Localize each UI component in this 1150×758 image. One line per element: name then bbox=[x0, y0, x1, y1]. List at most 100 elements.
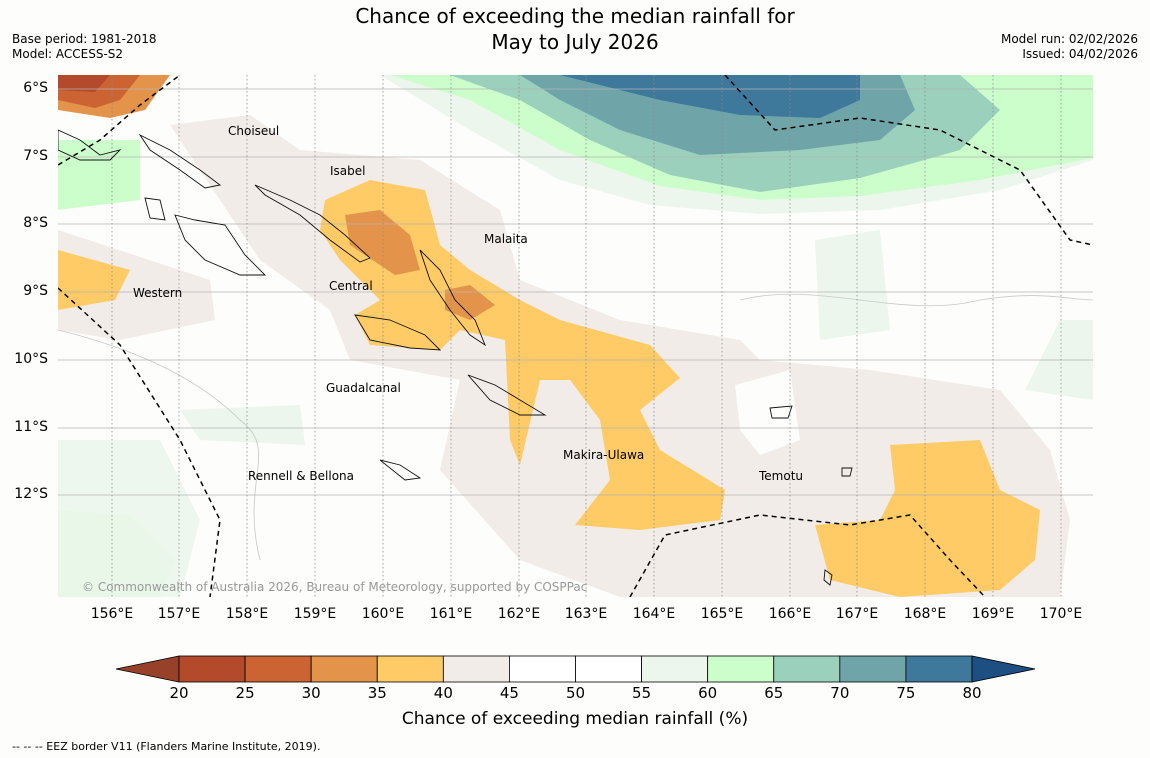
model-name: Model: ACCESS-S2 bbox=[12, 47, 124, 61]
lon-label-168e: 168°E bbox=[903, 606, 947, 622]
colorbar-cell-2 bbox=[310, 655, 378, 683]
colorbar-cell-10 bbox=[839, 655, 907, 683]
region-central: Central bbox=[329, 279, 373, 293]
lon-label-170e: 170°E bbox=[1039, 606, 1083, 622]
lon-label-156e: 156°E bbox=[90, 606, 134, 622]
copyright-notice: © Commonwealth of Australia 2026, Bureau… bbox=[82, 580, 588, 594]
shade-green-patch bbox=[180, 405, 305, 445]
colorbar-tick-60: 60 bbox=[698, 684, 718, 702]
region-guadalcanal: Guadalcanal bbox=[326, 381, 401, 395]
lat-label-6s: 6°S bbox=[23, 80, 48, 96]
rainfall-shading bbox=[58, 75, 1093, 597]
shade-75-80 bbox=[560, 75, 860, 118]
lon-label-157e: 157°E bbox=[157, 606, 201, 622]
title-line-2: May to July 2026 bbox=[491, 30, 659, 54]
colorbar-cell-3 bbox=[376, 655, 444, 683]
colorbar-cell-9 bbox=[773, 655, 841, 683]
colorbar-tick-35: 35 bbox=[367, 684, 387, 702]
colorbar-tick-65: 65 bbox=[764, 684, 784, 702]
colorbar-tick-80: 80 bbox=[962, 684, 982, 702]
region-western: Western bbox=[133, 286, 183, 300]
region-choiseul: Choiseul bbox=[228, 124, 280, 138]
colorbar-under-arrow bbox=[115, 655, 180, 683]
island-vella bbox=[144, 197, 166, 221]
colorbar-tick-50: 50 bbox=[565, 684, 586, 702]
lon-label-161e: 161°E bbox=[429, 606, 473, 622]
region-rennell-bellona: Rennell & Bellona bbox=[248, 469, 355, 483]
model-run: Model run: 02/02/2026 bbox=[1000, 32, 1138, 46]
shade-sw-light bbox=[58, 440, 200, 597]
colorbar-tick-40: 40 bbox=[433, 684, 453, 702]
lon-label-158e: 158°E bbox=[225, 606, 269, 622]
lat-label-11s: 11°S bbox=[14, 419, 48, 435]
contour-line-b bbox=[739, 293, 1093, 307]
island-new-georgia bbox=[174, 214, 267, 276]
island-santa-cruz bbox=[769, 405, 793, 419]
map-title: Chance of exceeding the median rainfall … bbox=[0, 3, 1150, 55]
island-temotu-small bbox=[841, 467, 853, 477]
eez-north-west bbox=[58, 75, 181, 166]
colorbar-cell-11 bbox=[905, 655, 973, 683]
colorbar-cell-7 bbox=[641, 655, 709, 683]
eez-north-east bbox=[724, 75, 1093, 246]
shade-30-35-b bbox=[445, 285, 495, 320]
shade-30-35-a bbox=[345, 210, 420, 275]
island-makira bbox=[467, 374, 547, 416]
eez-west bbox=[58, 287, 221, 597]
colorbar-cell-0 bbox=[178, 655, 246, 683]
colorbar-cell-5 bbox=[509, 655, 576, 683]
colorbar-over-arrow bbox=[971, 655, 1036, 683]
coastlines bbox=[58, 129, 853, 586]
lon-label-164e: 164°E bbox=[632, 606, 676, 622]
lon-label-159e: 159°E bbox=[293, 606, 337, 622]
shade-nw-20 bbox=[58, 75, 110, 92]
colorbar-cells bbox=[178, 655, 973, 683]
shade-central-orange bbox=[320, 180, 725, 530]
eez-footnote: -- -- -- EEZ border V11 (Flanders Marine… bbox=[12, 740, 321, 753]
colorbar-tick-30: 30 bbox=[301, 684, 321, 702]
lon-label-160e: 160°E bbox=[361, 606, 405, 622]
shade-west-green bbox=[58, 140, 140, 210]
colorbar-tick-20: 20 bbox=[169, 684, 189, 702]
region-malaita: Malaita bbox=[484, 232, 528, 246]
eez-border bbox=[58, 75, 1093, 597]
lon-label-166e: 166°E bbox=[768, 606, 812, 622]
shade-east-orange bbox=[815, 440, 1040, 597]
issued-date: Issued: 04/02/2026 bbox=[1022, 47, 1138, 61]
island-choiseul bbox=[138, 133, 222, 189]
colorbar-tick-55: 55 bbox=[632, 684, 652, 702]
island-malaita bbox=[419, 249, 486, 347]
latitude-gridlines bbox=[58, 88, 1093, 496]
region-makira-ulawa: Makira-Ulawa bbox=[563, 448, 645, 462]
lon-label-165e: 165°E bbox=[700, 606, 744, 622]
island-bougainville bbox=[58, 129, 122, 161]
colorbar-cell-4 bbox=[442, 655, 510, 683]
lat-label-9s: 9°S bbox=[23, 283, 48, 299]
title-line-1: Chance of exceeding the median rainfall … bbox=[355, 4, 795, 28]
lon-label-167e: 167°E bbox=[835, 606, 879, 622]
base-period: Base period: 1981-2018 bbox=[12, 32, 157, 46]
region-temotu: Temotu bbox=[759, 469, 804, 483]
region-isabel: Isabel bbox=[330, 164, 366, 178]
lat-label-10s: 10°S bbox=[14, 351, 48, 367]
island-isabel bbox=[254, 184, 371, 263]
colorbar-cell-8 bbox=[707, 655, 775, 683]
contour-line-a bbox=[58, 329, 261, 561]
colorbar-cell-6 bbox=[575, 655, 642, 683]
island-guadalcanal bbox=[354, 314, 442, 351]
eez-south-east bbox=[629, 514, 986, 597]
lon-label-163e: 163°E bbox=[564, 606, 608, 622]
lon-label-162e: 162°E bbox=[497, 606, 541, 622]
lon-label-169e: 169°E bbox=[971, 606, 1015, 622]
island-torres bbox=[823, 569, 833, 586]
colorbar-tick-70: 70 bbox=[830, 684, 850, 702]
colorbar-cell-1 bbox=[244, 655, 312, 683]
lat-label-8s: 8°S bbox=[23, 215, 48, 231]
colorbar-label: Chance of exceeding median rainfall (%) bbox=[401, 709, 749, 729]
colorbar-tick-25: 25 bbox=[235, 684, 255, 702]
colorbar-tick-75: 75 bbox=[896, 684, 916, 702]
longitude-gridlines bbox=[111, 75, 1062, 597]
shade-white-hole bbox=[735, 370, 800, 455]
